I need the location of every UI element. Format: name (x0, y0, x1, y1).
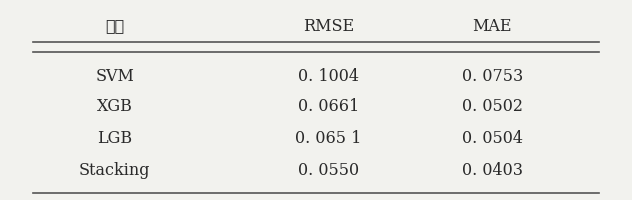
Text: 0. 0403: 0. 0403 (462, 162, 523, 179)
Text: RMSE: RMSE (303, 18, 354, 35)
Text: 0. 0504: 0. 0504 (462, 130, 523, 147)
Text: MAE: MAE (473, 18, 512, 35)
Text: 模型: 模型 (105, 18, 125, 35)
Text: 0. 0661: 0. 0661 (298, 98, 359, 115)
Text: 0. 0753: 0. 0753 (461, 68, 523, 85)
Text: LGB: LGB (97, 130, 132, 147)
Text: 0. 065 1: 0. 065 1 (295, 130, 362, 147)
Text: 0. 1004: 0. 1004 (298, 68, 359, 85)
Text: 0. 0502: 0. 0502 (462, 98, 523, 115)
Text: SVM: SVM (95, 68, 134, 85)
Text: 0. 0550: 0. 0550 (298, 162, 359, 179)
Text: XGB: XGB (97, 98, 133, 115)
Text: Stacking: Stacking (79, 162, 150, 179)
